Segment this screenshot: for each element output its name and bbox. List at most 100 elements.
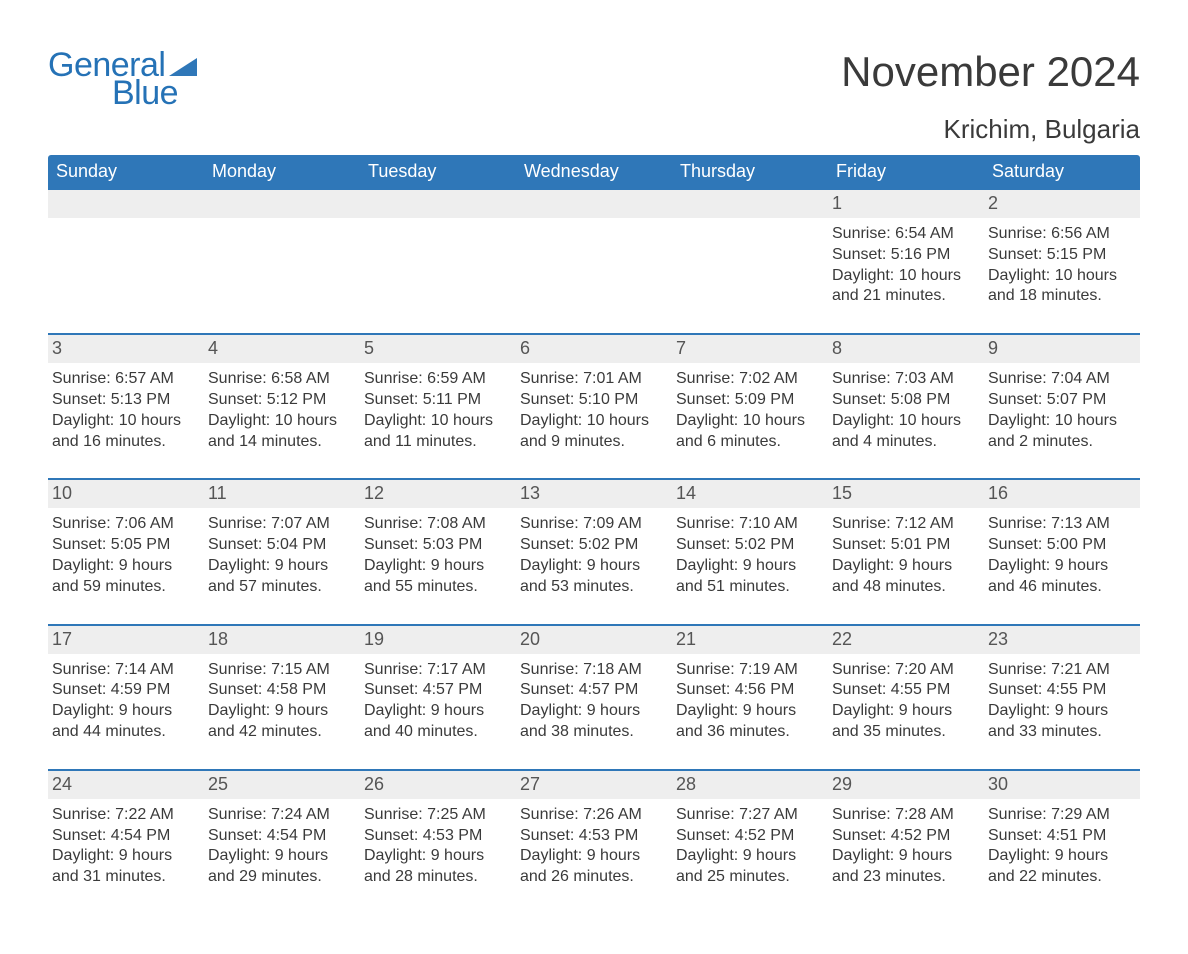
sunrise-line: Sunrise: 7:25 AM: [364, 805, 510, 826]
day-info: Sunrise: 7:24 AMSunset: 4:54 PMDaylight:…: [208, 805, 354, 888]
calendar-day: [204, 190, 360, 325]
calendar-day: 2 Sunrise: 6:56 AMSunset: 5:15 PMDaylight…: [984, 190, 1140, 325]
day-info: Sunrise: 7:26 AMSunset: 4:53 PMDaylight:…: [520, 805, 666, 888]
day-number-band: 8: [828, 335, 984, 363]
sunrise-line: Sunrise: 7:09 AM: [520, 514, 666, 535]
daylight-line: Daylight: 9 hours and 55 minutes.: [364, 556, 510, 598]
day-number: 20: [520, 629, 540, 649]
daylight-line: Daylight: 10 hours and 11 minutes.: [364, 411, 510, 453]
day-info: Sunrise: 7:15 AMSunset: 4:58 PMDaylight:…: [208, 660, 354, 743]
day-info: Sunrise: 7:19 AMSunset: 4:56 PMDaylight:…: [676, 660, 822, 743]
day-number-band: 13: [516, 480, 672, 508]
day-number-band: 4: [204, 335, 360, 363]
sunset-line: Sunset: 5:12 PM: [208, 390, 354, 411]
empty-day-band: [48, 190, 204, 218]
sunrise-line: Sunrise: 7:21 AM: [988, 660, 1134, 681]
daylight-line: Daylight: 10 hours and 21 minutes.: [832, 266, 978, 308]
sunset-line: Sunset: 4:51 PM: [988, 826, 1134, 847]
sunset-line: Sunset: 4:54 PM: [52, 826, 198, 847]
sunrise-line: Sunrise: 7:26 AM: [520, 805, 666, 826]
calendar-day: 9 Sunrise: 7:04 AMSunset: 5:07 PMDaylight…: [984, 335, 1140, 470]
sunset-line: Sunset: 5:07 PM: [988, 390, 1134, 411]
day-number: 8: [832, 338, 842, 358]
dow-cell: Tuesday: [360, 155, 516, 190]
sunrise-line: Sunrise: 6:57 AM: [52, 369, 198, 390]
sunrise-line: Sunrise: 6:58 AM: [208, 369, 354, 390]
day-info: Sunrise: 7:01 AMSunset: 5:10 PMDaylight:…: [520, 369, 666, 452]
daylight-line: Daylight: 10 hours and 14 minutes.: [208, 411, 354, 453]
sunset-line: Sunset: 5:15 PM: [988, 245, 1134, 266]
day-number-band: 5: [360, 335, 516, 363]
dow-cell: Saturday: [984, 155, 1140, 190]
day-number: 9: [988, 338, 998, 358]
sunrise-line: Sunrise: 7:20 AM: [832, 660, 978, 681]
day-number-band: 12: [360, 480, 516, 508]
day-number: 28: [676, 774, 696, 794]
sunrise-line: Sunrise: 7:24 AM: [208, 805, 354, 826]
daylight-line: Daylight: 9 hours and 38 minutes.: [520, 701, 666, 743]
sunrise-line: Sunrise: 7:15 AM: [208, 660, 354, 681]
calendar-day: 5Sunrise: 6:59 AMSunset: 5:11 PMDaylight…: [360, 335, 516, 470]
sunset-line: Sunset: 5:05 PM: [52, 535, 198, 556]
day-number: 27: [520, 774, 540, 794]
calendar-day: 25Sunrise: 7:24 AMSunset: 4:54 PMDayligh…: [204, 771, 360, 906]
calendar-day: 27 Sunrise: 7:26 AMSunset: 4:53 PMDayligh…: [516, 771, 672, 906]
day-number-band: 16: [984, 480, 1140, 508]
day-number: 23: [988, 629, 1008, 649]
daylight-line: Daylight: 9 hours and 25 minutes.: [676, 846, 822, 888]
sunset-line: Sunset: 5:03 PM: [364, 535, 510, 556]
calendar-week: 17 Sunrise: 7:14 AMSunset: 4:59 PMDayligh…: [48, 624, 1140, 761]
day-info: Sunrise: 7:14 AMSunset: 4:59 PMDaylight:…: [52, 660, 198, 743]
sunset-line: Sunset: 4:53 PM: [364, 826, 510, 847]
sunset-line: Sunset: 4:55 PM: [988, 680, 1134, 701]
sunset-line: Sunset: 4:52 PM: [676, 826, 822, 847]
day-info: Sunrise: 7:03 AMSunset: 5:08 PMDaylight:…: [832, 369, 978, 452]
calendar-day: 8 Sunrise: 7:03 AMSunset: 5:08 PMDaylight…: [828, 335, 984, 470]
calendar-day: [672, 190, 828, 325]
day-number: 1: [832, 193, 842, 213]
day-info: Sunrise: 7:21 AMSunset: 4:55 PMDaylight:…: [988, 660, 1134, 743]
sunset-line: Sunset: 4:59 PM: [52, 680, 198, 701]
day-number-band: 20: [516, 626, 672, 654]
calendar-week: 24Sunrise: 7:22 AMSunset: 4:54 PMDayligh…: [48, 769, 1140, 906]
sunset-line: Sunset: 5:11 PM: [364, 390, 510, 411]
calendar-day: 14Sunrise: 7:10 AMSunset: 5:02 PMDayligh…: [672, 480, 828, 615]
day-number: 5: [364, 338, 374, 358]
day-number-band: 2: [984, 190, 1140, 218]
day-info: Sunrise: 7:07 AMSunset: 5:04 PMDaylight:…: [208, 514, 354, 597]
sunrise-line: Sunrise: 7:18 AM: [520, 660, 666, 681]
day-info: Sunrise: 7:25 AMSunset: 4:53 PMDaylight:…: [364, 805, 510, 888]
calendar-day: 13Sunrise: 7:09 AMSunset: 5:02 PMDayligh…: [516, 480, 672, 615]
day-number-band: 28: [672, 771, 828, 799]
day-number-band: 24: [48, 771, 204, 799]
sunrise-line: Sunrise: 7:28 AM: [832, 805, 978, 826]
day-number-band: 17: [48, 626, 204, 654]
day-number-band: 21: [672, 626, 828, 654]
calendar-day: 10Sunrise: 7:06 AMSunset: 5:05 PMDayligh…: [48, 480, 204, 615]
daylight-line: Daylight: 9 hours and 23 minutes.: [832, 846, 978, 888]
calendar-day: [360, 190, 516, 325]
day-number: 12: [364, 483, 384, 503]
sunrise-line: Sunrise: 7:04 AM: [988, 369, 1134, 390]
calendar: SundayMondayTuesdayWednesdayThursdayFrid…: [48, 155, 1140, 906]
dow-cell: Wednesday: [516, 155, 672, 190]
daylight-line: Daylight: 10 hours and 2 minutes.: [988, 411, 1134, 453]
day-number: 29: [832, 774, 852, 794]
day-number: 13: [520, 483, 540, 503]
daylight-line: Daylight: 9 hours and 40 minutes.: [364, 701, 510, 743]
sunrise-line: Sunrise: 7:01 AM: [520, 369, 666, 390]
day-number: 10: [52, 483, 72, 503]
sunset-line: Sunset: 5:13 PM: [52, 390, 198, 411]
dow-cell: Sunday: [48, 155, 204, 190]
day-number: 7: [676, 338, 686, 358]
daylight-line: Daylight: 9 hours and 22 minutes.: [988, 846, 1134, 888]
sunrise-line: Sunrise: 7:22 AM: [52, 805, 198, 826]
sunset-line: Sunset: 4:57 PM: [520, 680, 666, 701]
empty-day-band: [204, 190, 360, 218]
day-number-band: 23: [984, 626, 1140, 654]
day-number-band: 18: [204, 626, 360, 654]
daylight-line: Daylight: 9 hours and 31 minutes.: [52, 846, 198, 888]
day-info: Sunrise: 6:56 AMSunset: 5:15 PMDaylight:…: [988, 224, 1134, 307]
weeks-container: 1Sunrise: 6:54 AMSunset: 5:16 PMDaylight…: [48, 190, 1140, 906]
day-number-band: 29: [828, 771, 984, 799]
